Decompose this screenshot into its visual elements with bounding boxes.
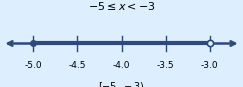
Text: [$-5, -3$): [$-5, -3$) [98,80,145,87]
Text: -5.0: -5.0 [25,61,42,70]
Text: $-5 \leq x < -3$: $-5 \leq x < -3$ [88,0,155,12]
Text: -4.5: -4.5 [69,61,86,70]
Text: -4.0: -4.0 [113,61,130,70]
Text: -3.5: -3.5 [157,61,174,70]
Text: -3.0: -3.0 [201,61,218,70]
